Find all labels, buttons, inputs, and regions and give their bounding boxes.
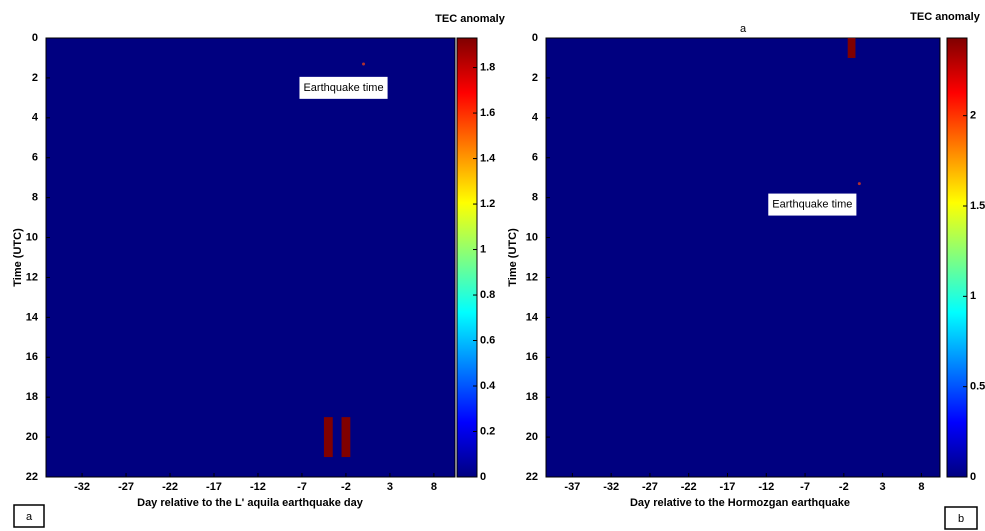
x-axis-label: Day relative to the L' aquila earthquake… — [137, 497, 364, 509]
plot-area — [45, 37, 456, 478]
colorbar-tick-label: 1 — [970, 290, 976, 302]
annotation-box — [768, 193, 857, 216]
colorbar-tick-label: 0 — [480, 471, 486, 483]
x-tick-label: -27 — [118, 481, 134, 493]
anomaly-cell — [323, 417, 333, 458]
y-tick-label: 18 — [26, 391, 38, 403]
colorbar-title: TEC anomaly — [435, 13, 506, 25]
colorbar-tick-label: 1.2 — [480, 198, 495, 210]
y-tick-label: 2 — [532, 72, 538, 84]
colorbar-title: TEC anomaly — [910, 11, 981, 23]
y-tick-label: 6 — [532, 152, 538, 164]
y-axis-label: Time (UTC) — [12, 228, 24, 287]
colorbar-tick-label: 0 — [970, 471, 976, 483]
colorbar-tick-label: 1.8 — [480, 61, 495, 73]
colorbar-tick-label: 0.4 — [480, 380, 496, 392]
x-tick-label: -37 — [564, 481, 580, 493]
panel-label: a — [26, 511, 33, 523]
earthquake-point — [362, 62, 366, 66]
annotation-text: Earthquake time — [772, 199, 852, 211]
chart-title: a — [740, 23, 747, 35]
panel-label-box — [944, 506, 978, 530]
y-tick-label: 10 — [26, 231, 38, 243]
plot-area — [545, 37, 941, 478]
colorbar-tick-label: 0.6 — [480, 334, 495, 346]
y-tick-label: 16 — [26, 351, 38, 363]
x-tick-label: -17 — [206, 481, 222, 493]
panel-label: b — [958, 513, 964, 525]
y-tick-label: 8 — [32, 192, 38, 204]
x-tick-label: -7 — [800, 481, 810, 493]
y-tick-label: 20 — [26, 431, 38, 443]
x-tick-label: -22 — [681, 481, 697, 493]
x-tick-label: -32 — [603, 481, 619, 493]
y-axis-label: Time (UTC) — [507, 228, 519, 287]
y-tick-label: 22 — [26, 471, 38, 483]
x-tick-label: -32 — [74, 481, 90, 493]
x-axis-label: Day relative to the Hormozgan earthquake — [630, 497, 850, 509]
y-tick-label: 8 — [532, 192, 538, 204]
y-tick-label: 12 — [26, 271, 38, 283]
colorbar-tick-label: 1.6 — [480, 107, 495, 119]
colorbar-tick-label: 1.4 — [480, 152, 496, 164]
x-tick-label: 8 — [431, 481, 437, 493]
y-tick-label: 18 — [526, 391, 538, 403]
colorbar — [456, 37, 478, 478]
y-tick-label: 0 — [32, 32, 38, 44]
anomaly-cell — [847, 38, 856, 58]
earthquake-point — [857, 182, 861, 186]
y-tick-label: 20 — [526, 431, 538, 443]
annotation-box — [299, 76, 388, 99]
y-tick-label: 4 — [32, 112, 39, 124]
x-tick-label: -27 — [642, 481, 658, 493]
colorbar-tick-label: 0.8 — [480, 289, 495, 301]
x-tick-label: -17 — [720, 481, 736, 493]
y-tick-label: 14 — [526, 311, 539, 323]
x-tick-label: 3 — [387, 481, 393, 493]
y-tick-label: 10 — [526, 231, 538, 243]
x-tick-label: -12 — [758, 481, 774, 493]
colorbar-tick-label: 0.5 — [970, 381, 985, 393]
x-tick-label: -2 — [341, 481, 351, 493]
x-tick-label: 3 — [880, 481, 886, 493]
y-tick-label: 4 — [532, 112, 539, 124]
x-tick-label: -2 — [839, 481, 849, 493]
x-tick-label: -22 — [162, 481, 178, 493]
colorbar-tick-label: 1.5 — [970, 200, 985, 212]
colorbar-tick-label: 0.2 — [480, 425, 495, 437]
y-tick-label: 14 — [26, 311, 39, 323]
y-tick-label: 2 — [32, 72, 38, 84]
panel-label-box — [13, 504, 45, 528]
y-tick-label: 16 — [526, 351, 538, 363]
y-tick-label: 12 — [526, 271, 538, 283]
y-tick-label: 6 — [32, 152, 38, 164]
colorbar-tick-label: 1 — [480, 243, 486, 255]
x-tick-label: -7 — [297, 481, 307, 493]
colorbar-tick-label: 2 — [970, 110, 976, 122]
anomaly-cell — [341, 417, 351, 458]
x-tick-label: -12 — [250, 481, 266, 493]
x-tick-label: 8 — [918, 481, 924, 493]
annotation-text: Earthquake time — [303, 82, 383, 94]
colorbar — [946, 37, 968, 478]
y-tick-label: 0 — [532, 32, 538, 44]
y-tick-label: 22 — [526, 471, 538, 483]
